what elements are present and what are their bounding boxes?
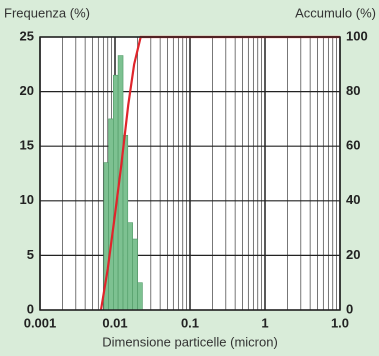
plot-frame — [39, 36, 341, 311]
cumulative-line — [99, 35, 340, 311]
y-tick-label: 10 — [20, 192, 34, 207]
y-tick-label: 20 — [20, 83, 34, 98]
x-axis-label: Dimensione particelle (micron) — [102, 334, 278, 349]
histogram-bar — [127, 222, 133, 311]
x-tick-label: 0.01 — [102, 315, 127, 330]
x-tick-label: 1.0 — [331, 315, 349, 330]
y-tick-label: 0 — [27, 301, 34, 316]
y2-tick-label: 0 — [346, 301, 353, 316]
y2-tick-label: 60 — [346, 138, 360, 153]
x-tick-label: 0.001 — [24, 315, 57, 330]
y-tick-label: 25 — [20, 28, 34, 43]
histogram-bar — [122, 134, 129, 311]
y-tick-label: 5 — [27, 247, 34, 262]
histogram-bar — [108, 118, 114, 311]
histogram-bar — [137, 282, 143, 311]
y2-tick-label: 40 — [346, 192, 360, 207]
x-tick-label: 0.1 — [181, 315, 199, 330]
y2-tick-label: 100 — [346, 28, 368, 43]
y-axis-label: Frequenza (%) — [4, 5, 90, 20]
y2-tick-label: 80 — [346, 83, 360, 98]
histogram-bar — [132, 238, 138, 311]
y2-axis-label: Accumulo (%) — [295, 5, 376, 20]
x-tick-label: 1 — [261, 315, 268, 330]
y2-tick-label: 20 — [346, 247, 360, 262]
y-tick-label: 15 — [20, 138, 34, 153]
